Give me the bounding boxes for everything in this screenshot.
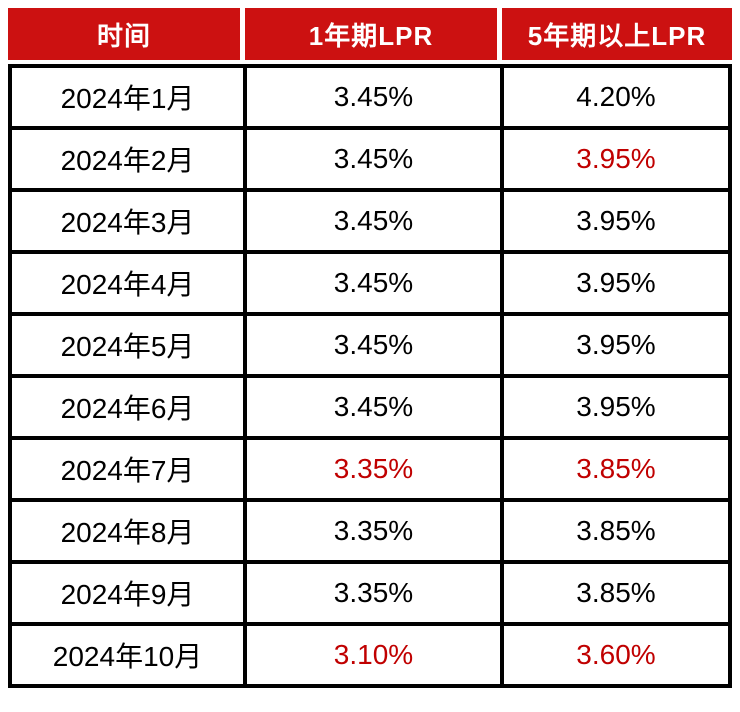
cell-lpr-5y: 3.85% bbox=[504, 564, 728, 622]
table-row: 2024年7月 3.35% 3.85% bbox=[12, 436, 728, 498]
cell-time: 2024年9月 bbox=[12, 564, 247, 622]
cell-lpr-5y: 3.60% bbox=[504, 626, 728, 684]
cell-time: 2024年2月 bbox=[12, 130, 247, 188]
cell-lpr-5y: 3.95% bbox=[504, 378, 728, 436]
cell-lpr-5y: 3.85% bbox=[504, 440, 728, 498]
table-row: 2024年8月 3.35% 3.85% bbox=[12, 498, 728, 560]
cell-lpr-5y: 3.95% bbox=[504, 130, 728, 188]
table-row: 2024年5月 3.45% 3.95% bbox=[12, 312, 728, 374]
cell-lpr-5y: 3.85% bbox=[504, 502, 728, 560]
cell-lpr-5y: 3.95% bbox=[504, 316, 728, 374]
cell-lpr-1y: 3.45% bbox=[247, 254, 504, 312]
cell-time: 2024年3月 bbox=[12, 192, 247, 250]
header-time: 时间 bbox=[8, 8, 240, 60]
cell-lpr-1y: 3.35% bbox=[247, 440, 504, 498]
header-lpr-1y: 1年期LPR bbox=[245, 8, 497, 60]
table-row: 2024年2月 3.45% 3.95% bbox=[12, 126, 728, 188]
table-header-row: 时间 1年期LPR 5年期以上LPR bbox=[8, 8, 732, 60]
table-row: 2024年3月 3.45% 3.95% bbox=[12, 188, 728, 250]
table-row: 2024年10月 3.10% 3.60% bbox=[12, 622, 728, 684]
cell-lpr-1y: 3.45% bbox=[247, 316, 504, 374]
cell-time: 2024年6月 bbox=[12, 378, 247, 436]
cell-lpr-1y: 3.35% bbox=[247, 502, 504, 560]
cell-lpr-1y: 3.45% bbox=[247, 192, 504, 250]
cell-lpr-5y: 3.95% bbox=[504, 254, 728, 312]
table-body: 2024年1月 3.45% 4.20% 2024年2月 3.45% 3.95% 2024年3… bbox=[8, 64, 732, 688]
cell-time: 2024年1月 bbox=[12, 68, 247, 126]
cell-lpr-1y: 3.45% bbox=[247, 68, 504, 126]
cell-time: 2024年8月 bbox=[12, 502, 247, 560]
cell-lpr-1y: 3.45% bbox=[247, 130, 504, 188]
cell-lpr-1y: 3.10% bbox=[247, 626, 504, 684]
header-lpr-5y: 5年期以上LPR bbox=[502, 8, 732, 60]
table-row: 2024年1月 3.45% 4.20% bbox=[12, 68, 728, 126]
cell-lpr-1y: 3.45% bbox=[247, 378, 504, 436]
table-row: 2024年6月 3.45% 3.95% bbox=[12, 374, 728, 436]
cell-time: 2024年5月 bbox=[12, 316, 247, 374]
cell-time: 2024年4月 bbox=[12, 254, 247, 312]
cell-time: 2024年7月 bbox=[12, 440, 247, 498]
cell-lpr-5y: 3.95% bbox=[504, 192, 728, 250]
cell-lpr-5y: 4.20% bbox=[504, 68, 728, 126]
table-row: 2024年4月 3.45% 3.95% bbox=[12, 250, 728, 312]
cell-lpr-1y: 3.35% bbox=[247, 564, 504, 622]
lpr-rate-table: 时间 1年期LPR 5年期以上LPR 2024年1月 3.45% 4.20% 2024… bbox=[8, 8, 732, 688]
cell-time: 2024年10月 bbox=[12, 626, 247, 684]
table-row: 2024年9月 3.35% 3.85% bbox=[12, 560, 728, 622]
